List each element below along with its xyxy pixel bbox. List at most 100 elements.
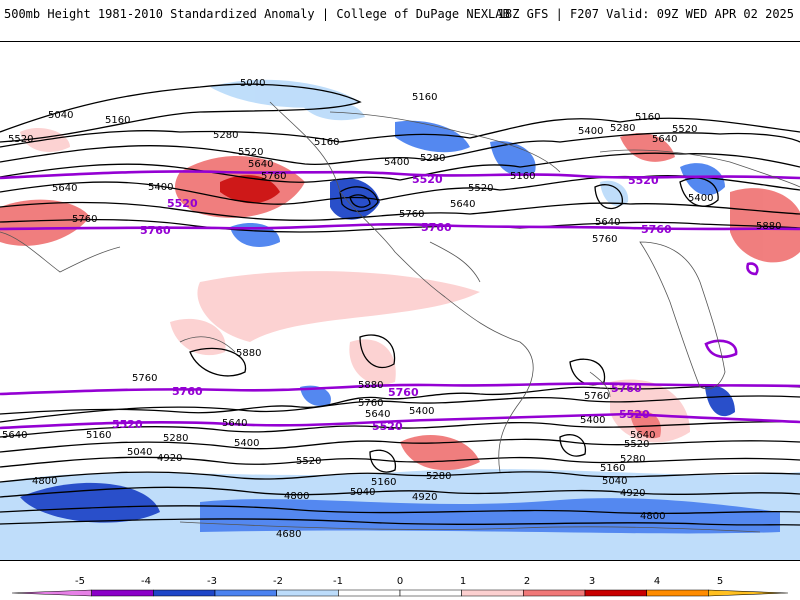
highlight-label: 5520 bbox=[628, 174, 659, 187]
contour-label: 4800 bbox=[284, 491, 309, 502]
global-map: 5040 5160 5040 5160 5160 5280 5160 5400 … bbox=[0, 41, 800, 561]
contour-label: 5520 bbox=[238, 147, 263, 158]
contour-label: 4800 bbox=[32, 476, 57, 487]
contour-label: 5400 bbox=[234, 438, 259, 449]
colorbar-tick: 2 bbox=[524, 576, 530, 587]
highlight-label: 5760 bbox=[421, 221, 452, 234]
contour-label: 5640 bbox=[365, 409, 390, 420]
contour-label: 5640 bbox=[248, 159, 273, 170]
contour-label: 5280 bbox=[426, 471, 451, 482]
color-bar-segment bbox=[584, 589, 647, 597]
color-bar-segment bbox=[708, 589, 789, 597]
colorbar-tick: 1 bbox=[460, 576, 466, 587]
color-bar: -5 -4 -3 -2 -1 0 1 2 3 4 5 bbox=[11, 576, 789, 597]
contour-label: 5040 bbox=[240, 78, 265, 89]
contour-label: 5400 bbox=[409, 406, 434, 417]
highlight-label-group: 5520 5520 5520 5760 5760 5760 5760 5760 … bbox=[112, 173, 672, 433]
colorbar-tick: -2 bbox=[273, 576, 283, 587]
contour-label: 5880 bbox=[358, 380, 383, 391]
contour-label: 5400 bbox=[580, 415, 605, 426]
colorbar-tick: -1 bbox=[333, 576, 343, 587]
contour-label: 5160 bbox=[314, 137, 339, 148]
contour-label: 5520 bbox=[672, 124, 697, 135]
contour-label: 5160 bbox=[412, 92, 437, 103]
color-bar-segment bbox=[399, 589, 462, 597]
contour-label: 4920 bbox=[412, 492, 437, 503]
contour-label: 4920 bbox=[620, 488, 645, 499]
contour-label: 5520 bbox=[296, 456, 321, 467]
colorbar-tick: 4 bbox=[654, 576, 660, 587]
colorbar-tick: -3 bbox=[207, 576, 217, 587]
contour-label: 5400 bbox=[578, 126, 603, 137]
color-bar-segment bbox=[214, 589, 277, 597]
highlight-contours bbox=[0, 170, 800, 430]
contour-label: 5760 bbox=[358, 398, 383, 409]
color-bar-ticks: -5 -4 -3 -2 -1 0 1 2 3 4 5 bbox=[75, 576, 723, 587]
highlight-label: 5760 bbox=[641, 223, 672, 236]
colorbar-tick: 3 bbox=[589, 576, 595, 587]
contour-label: 5040 bbox=[350, 487, 375, 498]
colorbar-tick: 0 bbox=[397, 576, 403, 587]
contour-label: 5160 bbox=[510, 171, 535, 182]
contour-label: 5640 bbox=[595, 217, 620, 228]
contour-label: 5640 bbox=[450, 199, 475, 210]
contour-label: 5400 bbox=[688, 193, 713, 204]
contour-label: 5280 bbox=[620, 454, 645, 465]
highlight-label: 5760 bbox=[611, 382, 642, 395]
contour-label: 4920 bbox=[157, 453, 182, 464]
contour-label: 5760 bbox=[132, 373, 157, 384]
color-bar-segments bbox=[11, 589, 789, 597]
contour-label: 5280 bbox=[163, 433, 188, 444]
highlight-label: 5520 bbox=[619, 408, 650, 421]
contour-label: 5640 bbox=[652, 134, 677, 145]
contour-label: 5040 bbox=[48, 110, 73, 121]
contour-label: 5760 bbox=[72, 214, 97, 225]
contour-label: 4680 bbox=[276, 529, 301, 540]
contour-label: 5280 bbox=[420, 153, 445, 164]
contour-label: 5160 bbox=[371, 477, 396, 488]
contour-label: 5160 bbox=[600, 463, 625, 474]
contour-label: 5880 bbox=[756, 221, 781, 232]
contour-label: 5760 bbox=[261, 171, 286, 182]
highlight-label: 5760 bbox=[140, 224, 171, 237]
contour-label: 5400 bbox=[384, 157, 409, 168]
contour-label: 5760 bbox=[584, 391, 609, 402]
contour-label: 5520 bbox=[468, 183, 493, 194]
colorbar-tick: -5 bbox=[75, 576, 85, 587]
highlight-label: 5760 bbox=[172, 385, 203, 398]
highlight-label: 5520 bbox=[412, 173, 443, 186]
colorbar-tick: 5 bbox=[717, 576, 723, 587]
contour-label: 5520 bbox=[8, 134, 33, 145]
contour-label: 5280 bbox=[213, 130, 238, 141]
contour-label: 5400 bbox=[148, 182, 173, 193]
color-bar-segment bbox=[11, 589, 92, 597]
contour-label: 5880 bbox=[236, 348, 261, 359]
header-bar: 500mb Height 1981-2010 Standardized Anom… bbox=[0, 0, 800, 28]
contour-label: 5160 bbox=[86, 430, 111, 441]
contour-label: 5760 bbox=[399, 209, 424, 220]
height-contours bbox=[0, 83, 800, 526]
contour-label: 5760 bbox=[592, 234, 617, 245]
highlight-label: 5520 bbox=[372, 420, 403, 433]
color-bar-segment bbox=[153, 589, 216, 597]
highlight-label: 5760 bbox=[388, 386, 419, 399]
contour-label-group: 5040 5160 5040 5160 5160 5280 5160 5400 … bbox=[2, 78, 781, 540]
coastlines bbox=[0, 101, 800, 533]
contour-label: 5640 bbox=[630, 430, 655, 441]
color-bar-segment bbox=[338, 589, 401, 597]
color-bar-segment bbox=[276, 589, 339, 597]
contour-label: 5640 bbox=[222, 418, 247, 429]
contour-label: 5160 bbox=[635, 112, 660, 123]
highlight-label: 5520 bbox=[167, 197, 198, 210]
contour-label: 5640 bbox=[52, 183, 77, 194]
contour-label: 5520 bbox=[624, 439, 649, 450]
contour-label: 5160 bbox=[105, 115, 130, 126]
color-bar-segment bbox=[523, 589, 586, 597]
contour-label: 5040 bbox=[602, 476, 627, 487]
color-bar-segment bbox=[461, 589, 524, 597]
contour-label: 4800 bbox=[640, 511, 665, 522]
color-bar-segment bbox=[91, 589, 154, 597]
color-bar-segment bbox=[646, 589, 709, 597]
contour-label: 5280 bbox=[610, 123, 635, 134]
contour-label: 5640 bbox=[2, 430, 27, 441]
